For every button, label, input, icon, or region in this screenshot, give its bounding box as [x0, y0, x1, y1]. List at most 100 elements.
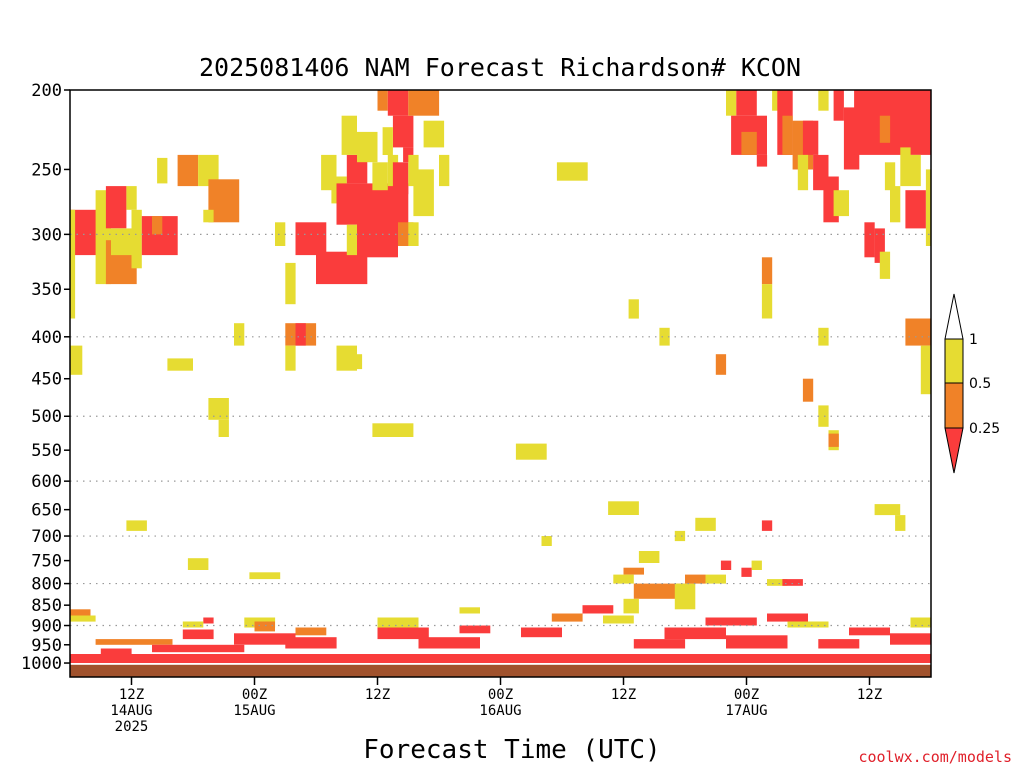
- heatmap-cell: [208, 398, 229, 420]
- heatmap-cell: [218, 419, 229, 437]
- y-tick-label: 850: [31, 596, 62, 616]
- y-tick-label: 1000: [21, 654, 62, 674]
- y-tick-label: 400: [31, 328, 62, 348]
- heatmap-cell: [341, 354, 363, 370]
- heatmap-cell: [741, 131, 757, 155]
- heatmap-cell: [674, 530, 686, 542]
- x-tick-label: 15AUG: [233, 703, 275, 719]
- heatmap-cell: [603, 615, 634, 624]
- heatmap-cell: [674, 583, 696, 610]
- gridlines: [70, 233, 931, 627]
- heatmap-cell: [357, 131, 378, 163]
- heatmap-cell: [521, 627, 562, 638]
- heatmap-cell: [910, 617, 931, 628]
- heatmap-cell: [346, 224, 358, 256]
- x-tick-label: 14AUG: [110, 703, 152, 719]
- heatmap-cell: [802, 120, 819, 155]
- colorbar-legend: 1 0.5 0.25: [944, 293, 1000, 474]
- x-tick-label: 12Z: [611, 687, 636, 703]
- heatmap-cell: [392, 115, 414, 148]
- heatmap-cell: [874, 504, 901, 516]
- heatmap-cell: [720, 560, 732, 570]
- heatmap-cell: [767, 613, 808, 622]
- heatmap-cell: [377, 617, 419, 628]
- heatmap-cell: [70, 209, 76, 319]
- heatmap-cell: [182, 621, 204, 628]
- y-tick-label: 800: [31, 575, 62, 595]
- heatmap-cell: [100, 648, 132, 654]
- x-tick-label: 00Z: [734, 687, 759, 703]
- heatmap-cell: [787, 621, 829, 628]
- chart-title: 2025081406 NAM Forecast Richardson# KCON: [199, 53, 801, 82]
- heatmap-cell: [556, 162, 588, 181]
- heatmap-cell: [705, 617, 757, 626]
- heatmap-cell: [341, 115, 357, 155]
- heatmap-cell: [377, 627, 429, 640]
- heatmap-cell: [285, 345, 296, 371]
- heatmap-cell: [726, 635, 788, 649]
- y-tick-label: 300: [31, 225, 62, 245]
- x-tick-label: 12Z: [119, 687, 144, 703]
- heatmap-cell: [126, 186, 137, 210]
- heatmap-cell: [382, 127, 393, 155]
- y-tick-label: 250: [31, 160, 62, 180]
- heatmap-cell: [910, 154, 921, 187]
- x-tick-label: 00Z: [488, 687, 513, 703]
- heatmap-cell: [890, 186, 901, 223]
- heatmap-cell: [418, 637, 480, 649]
- heatmap-cell: [105, 186, 127, 229]
- heatmap-cell: [70, 609, 91, 616]
- heatmap-cell: [890, 633, 931, 645]
- heatmap-cell: [582, 605, 614, 614]
- heatmap-cell: [203, 209, 214, 223]
- heatmap-cell: [761, 284, 773, 319]
- heatmap-cell: [541, 536, 552, 546]
- heatmap-cell: [387, 90, 409, 116]
- heatmap-cell: [925, 169, 931, 246]
- heatmap-cell: [905, 318, 931, 346]
- heatmap-cell: [736, 90, 757, 116]
- y-axis: 200 250 300 350 400 450 500 550 600 650 700 750 8008…: [21, 81, 70, 674]
- heatmap-cell: [187, 558, 209, 570]
- heatmap-cell: [623, 567, 644, 575]
- heatmap-cell: [695, 517, 716, 531]
- y-tick-label: 950: [31, 636, 62, 656]
- heatmap-cell: [285, 637, 337, 649]
- legend-level-label: 0.25: [969, 421, 1000, 437]
- heatmap-cell: [403, 147, 414, 163]
- heatmap-cell: [864, 222, 875, 258]
- y-tick-label: 200: [31, 81, 62, 101]
- heatmap-cell: [751, 560, 762, 570]
- heatmap-cell: [705, 574, 726, 584]
- heatmap-cell: [628, 299, 639, 319]
- heatmap-cell: [828, 433, 839, 447]
- heatmap-cell: [818, 90, 829, 111]
- heatmap-cell: [638, 551, 660, 563]
- x-axis-label: Forecast Time (UTC): [363, 735, 660, 765]
- heatmap-cell: [295, 222, 327, 256]
- heatmap-cell: [633, 639, 686, 649]
- heatmap-cell: [818, 639, 860, 649]
- heatmap-cell: [874, 228, 885, 263]
- heatmap-cell: [285, 262, 296, 305]
- y-tick-label: 450: [31, 370, 62, 390]
- y-tick-label: 700: [31, 527, 62, 547]
- heatmap-cell: [167, 358, 193, 371]
- heatmap-cell: [849, 627, 890, 636]
- heatmap-cell: [234, 323, 245, 346]
- heatmap-cell: [423, 120, 445, 148]
- heatmap-cell: [357, 222, 398, 258]
- y-tick-label: 350: [31, 280, 62, 300]
- heatmap-cell: [198, 154, 219, 187]
- heatmap-cell: [895, 515, 906, 531]
- heatmap-cell: [95, 639, 173, 645]
- heatmap-cell: [664, 627, 726, 640]
- heatmap-cell: [459, 607, 480, 614]
- heatmap-cell: [613, 574, 634, 584]
- heatmap-cell: [70, 654, 931, 663]
- heatmap-cell: [372, 423, 414, 437]
- heatmap-cell: [659, 327, 670, 346]
- y-tick-label: 600: [31, 472, 62, 492]
- y-tick-label: 900: [31, 617, 62, 637]
